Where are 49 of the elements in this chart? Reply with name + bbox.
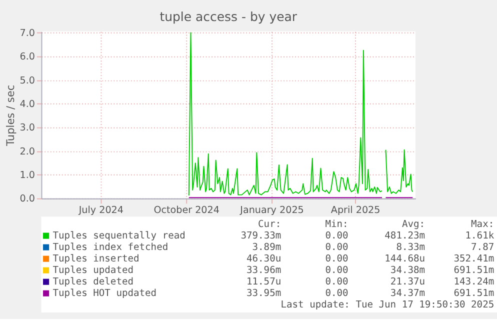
text: 0.00 (325, 276, 349, 288)
text: 46.30u (246, 254, 282, 265)
text: 0.00 (325, 288, 349, 300)
x-tick-label: January 2025 (239, 205, 304, 216)
legend-label: Tuples updated (52, 265, 134, 276)
text: 34.38m (390, 265, 426, 276)
text: 11.57u (246, 276, 282, 288)
text: Avg: (402, 219, 426, 230)
legend-label: Tuples HOT updated (52, 288, 157, 300)
text: 379.33m (240, 230, 282, 242)
y-tick-label: 6.0 (20, 52, 36, 63)
y-tick-label: 4.0 (20, 98, 36, 110)
text: 1.61k (465, 230, 494, 242)
text: 691.51m (454, 265, 494, 276)
text: 0.00 (325, 254, 349, 265)
text: 34.37m (390, 288, 426, 300)
x-tick-label: October 2024 (154, 205, 220, 216)
text: Min: (325, 219, 348, 230)
text: 691.51m (454, 288, 494, 300)
text: 33.95m (246, 288, 282, 300)
x-tick-label: July 2024 (78, 205, 124, 216)
text: Last update: Tue Jun 17 19:50:30 2025 (280, 300, 494, 311)
text: Max: (471, 219, 494, 230)
text: 144.68u (384, 254, 426, 265)
text: 7.87 (471, 242, 494, 254)
y-tick-label: 3.0 (20, 122, 36, 134)
text: 143.24m (454, 276, 494, 288)
legend-label: Tuples deleted (52, 276, 134, 288)
text: 352.41m (454, 254, 494, 265)
text: 481.23m (384, 230, 426, 242)
text: 0.00 (325, 242, 349, 254)
y-tick-label: 1.0 (20, 170, 36, 182)
legend-label: Tuples index fetched (52, 242, 168, 254)
y-tick-label: 7.0 (20, 28, 36, 39)
y-tick-label: 5.0 (20, 75, 36, 86)
text: Cur: (258, 219, 282, 230)
chart-title: tuple access - by year (160, 9, 298, 24)
y-tick-label: 0.0 (20, 194, 36, 205)
text: 33.96m (246, 265, 282, 276)
y-axis-title: Tuples / sec (5, 84, 18, 147)
text: 3.89m (252, 242, 282, 254)
legend-label: Tuples sequentally read (52, 230, 186, 242)
text: 21.37u (390, 276, 426, 288)
legend-label: Tuples inserted (52, 254, 140, 265)
text: 8.33m (396, 242, 426, 254)
x-tick-label: April 2025 (330, 205, 380, 216)
y-tick-label: 2.0 (20, 146, 36, 158)
text: 0.00 (325, 230, 349, 242)
text: 0.00 (325, 265, 349, 276)
